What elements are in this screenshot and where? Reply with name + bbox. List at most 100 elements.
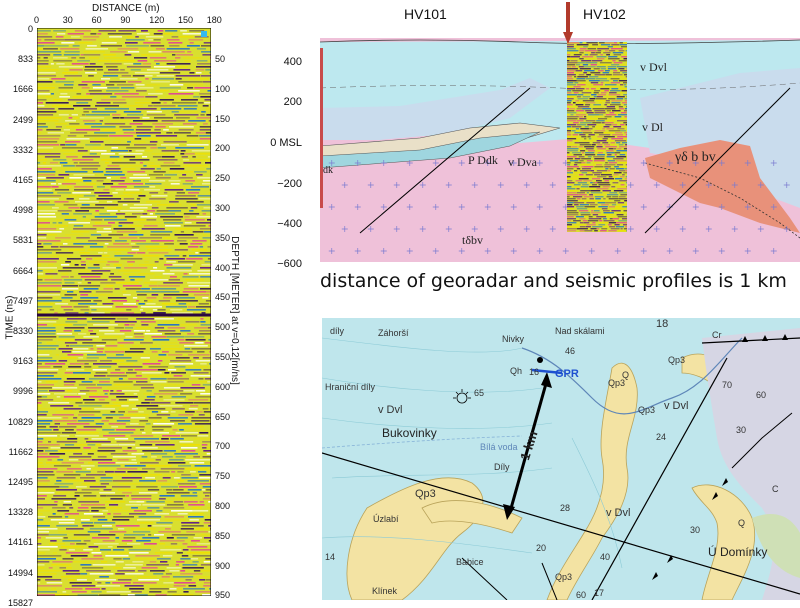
map-number-60b: 60: [576, 590, 586, 600]
place-uzlabi: Úzlabí: [373, 514, 399, 524]
map-unit-dvl-3: v Dvl: [606, 507, 630, 519]
depth-tick: 200: [215, 143, 230, 153]
depth-tick: 800: [215, 501, 230, 511]
depth-tick: 100: [215, 84, 230, 94]
place-nad-skalami: Nad skálami: [555, 326, 605, 336]
caption-text: distance of georadar and seismic profile…: [320, 270, 800, 292]
map-unit-qp3-4: Qp3: [555, 572, 572, 582]
map-number-28: 28: [560, 503, 570, 513]
time-tick: 11662: [9, 447, 33, 457]
time-axis-title: TIME (ns): [4, 296, 15, 340]
time-tick: 5831: [13, 235, 33, 245]
time-tick: 13328: [8, 507, 33, 517]
time-tick: 4998: [13, 205, 33, 215]
map-number-65: 65: [474, 388, 484, 398]
place-babice: Babice: [456, 557, 484, 567]
time-tick: 9163: [13, 356, 33, 366]
elevation-tick: −200: [262, 178, 302, 190]
distance-tick: 180: [207, 15, 222, 25]
depth-tick: 700: [215, 441, 230, 451]
elevation-tick: 200: [262, 96, 302, 108]
map-number-40: 40: [600, 552, 610, 562]
gpr-label: GPR: [555, 368, 579, 380]
map-number-16: 16: [529, 367, 539, 377]
time-tick: 14161: [8, 537, 33, 547]
elevation-tick: −400: [262, 218, 302, 230]
elevation-tick: 0 MSL: [262, 137, 302, 149]
profile-label-hv102: HV102: [583, 6, 626, 22]
depth-tick: 600: [215, 382, 230, 392]
time-tick: 6664: [13, 266, 33, 276]
map-number-30: 30: [736, 425, 746, 435]
time-tick: 1666: [13, 84, 33, 94]
distance-tick: 90: [120, 15, 130, 25]
depth-tick: 900: [215, 561, 230, 571]
map-unit-qp3-3: Qp3: [638, 405, 655, 415]
depth-tick: 850: [215, 531, 230, 541]
map-unit-q-2: Q: [738, 518, 745, 528]
map-number-18: 18: [656, 318, 668, 330]
geologic-section-drawing: [320, 28, 800, 262]
time-tick: 4165: [13, 175, 33, 185]
radargram-image: [37, 28, 211, 596]
depth-tick: 450: [215, 292, 230, 302]
place-nivky: Nivky: [502, 334, 524, 344]
map-number-60: 60: [756, 390, 766, 400]
place-klinek: Klínek: [372, 586, 397, 596]
distance-axis-title: DISTANCE (m): [92, 3, 160, 14]
depth-tick: 300: [215, 203, 230, 213]
elevation-tick: 400: [262, 56, 302, 68]
depth-axis-title: DEPTH [METER] at v=0,12[m/ns]: [229, 236, 240, 385]
profile-location-arrow: [563, 2, 573, 44]
time-tick: 3332: [13, 145, 33, 155]
unit-label-pddk: P Ddk: [468, 153, 498, 168]
time-tick: 7497: [13, 296, 33, 306]
unit-label-dk: dk: [323, 165, 333, 176]
depth-tick: 250: [215, 173, 230, 183]
place-bila-voda: Bílá voda: [480, 442, 518, 452]
depth-tick: 50: [215, 54, 225, 64]
depth-tick: 500: [215, 322, 230, 332]
profile-label-hv101: HV101: [404, 6, 447, 22]
map-number-30b: 30: [690, 525, 700, 535]
time-tick: 2499: [13, 115, 33, 125]
unit-label-vdva: v Dva: [508, 155, 537, 170]
map-number-17: 17: [594, 588, 604, 598]
distance-tick: 120: [149, 15, 164, 25]
distance-tick: 150: [178, 15, 193, 25]
map-unit-qp3-1: Qp3: [415, 488, 436, 500]
map-number-20: 20: [536, 543, 546, 553]
map-unit-q-1: Q: [622, 370, 629, 380]
map-unit-qh: Qh: [510, 366, 522, 376]
time-tick: 8330: [13, 326, 33, 336]
time-tick: 12495: [8, 477, 33, 487]
map-number-24: 24: [656, 432, 666, 442]
map-number-70: 70: [722, 380, 732, 390]
time-tick: 833: [18, 54, 33, 64]
place-hranicni-dily: Hraniční díly: [325, 382, 375, 392]
map-unit-cr: Cr: [712, 330, 722, 340]
place-zahorsi: Záhorší: [378, 328, 409, 338]
map-number-14: 14: [325, 552, 335, 562]
map-number-46: 46: [565, 346, 575, 356]
place-bukovinky: Bukovinky: [382, 426, 437, 440]
place-u-dominky: Ú Domínky: [708, 545, 767, 559]
time-tick: 14994: [8, 568, 33, 578]
depth-tick: 400: [215, 263, 230, 273]
time-tick: 0: [28, 24, 33, 34]
depth-tick: 650: [215, 412, 230, 422]
map-unit-c: C: [772, 484, 779, 494]
unit-label-gamma: γδ b bv: [675, 150, 716, 166]
elevation-tick: −600: [262, 258, 302, 270]
time-tick: 10829: [8, 417, 33, 427]
distance-tick: 0: [34, 15, 39, 25]
time-tick: 15827: [8, 598, 33, 608]
depth-tick: 950: [215, 590, 230, 600]
unit-label-tdbv: tδbv: [462, 233, 483, 248]
place-dily-top: díly: [330, 326, 344, 336]
map-unit-qp3-5: Qp3: [668, 355, 685, 365]
depth-tick: 750: [215, 471, 230, 481]
map-unit-dvl-1: v Dvl: [378, 404, 402, 416]
seismic-profile-image: [567, 42, 627, 232]
distance-tick: 60: [92, 15, 102, 25]
